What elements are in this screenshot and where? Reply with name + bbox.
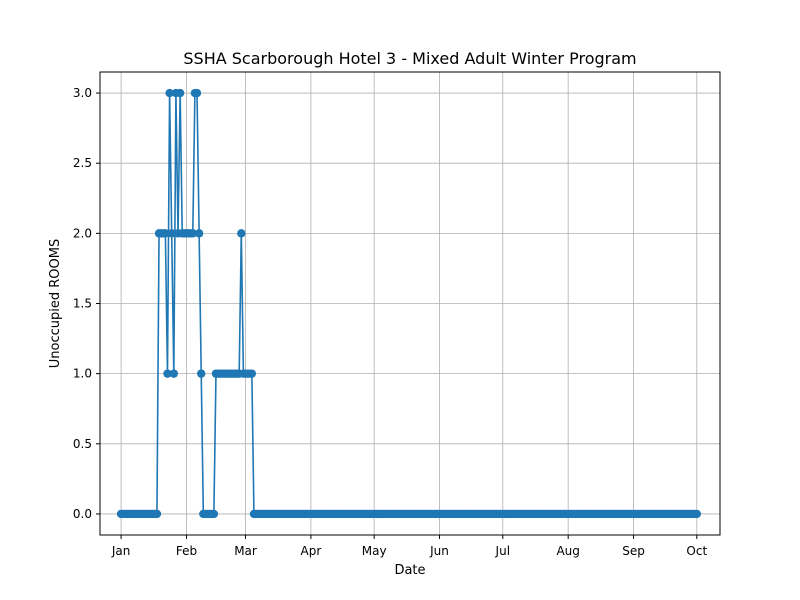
data-point — [237, 229, 246, 238]
data-point — [161, 229, 170, 238]
x-tick-label: Apr — [301, 544, 322, 558]
data-point — [194, 229, 204, 238]
data-point — [209, 509, 219, 519]
series — [116, 88, 701, 519]
y-tick-label: 1.5 — [73, 297, 92, 311]
y-tick-label: 0.0 — [73, 507, 92, 521]
data-point — [192, 88, 202, 98]
grid — [100, 72, 720, 535]
data-point — [247, 369, 257, 378]
data-point — [169, 369, 179, 378]
data-point — [163, 369, 172, 378]
y-tick-label: 1.0 — [73, 367, 92, 381]
y-tick-label: 0.5 — [73, 437, 92, 451]
x-tick-label: Sep — [622, 544, 645, 558]
data-point — [197, 369, 206, 378]
data-point — [175, 88, 185, 98]
x-tick-label: Jun — [429, 544, 449, 558]
x-tick-label: Jan — [111, 544, 131, 558]
x-tick-label: Aug — [556, 544, 579, 558]
axis-ticks: Jan Feb Mar Apr May Jun Jul Aug Sep Oct 0.0 0.5 1.0 1… — [73, 86, 708, 558]
data-point — [188, 229, 197, 238]
y-tick-label: 2.5 — [73, 156, 92, 170]
x-tick-label: Mar — [234, 544, 257, 558]
x-tick-label: Jul — [495, 544, 510, 558]
x-tick-label: May — [362, 544, 387, 558]
data-point — [692, 509, 701, 519]
data-point — [152, 509, 162, 519]
y-tick-label: 3.0 — [73, 86, 92, 100]
plot-frame — [99, 71, 721, 536]
y-axis-label: Unoccupied ROOMS — [48, 239, 63, 368]
chart-title: SSHA Scarborough Hotel 3 - Mixed Adult W… — [183, 49, 636, 68]
x-tick-label: Feb — [176, 544, 197, 558]
data-point — [165, 88, 174, 98]
x-axis-label: Date — [394, 563, 425, 578]
data-point — [167, 229, 176, 238]
y-tick-label: 2.0 — [73, 226, 92, 240]
x-tick-label: Oct — [686, 544, 707, 558]
